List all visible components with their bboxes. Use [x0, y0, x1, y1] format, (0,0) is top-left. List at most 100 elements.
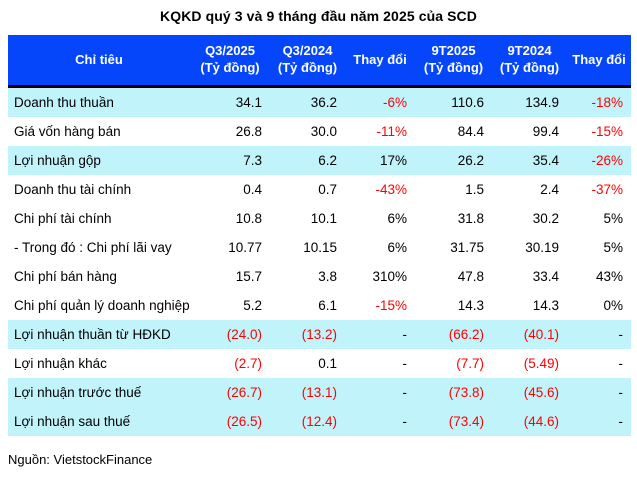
cell-value: 2.4 — [540, 182, 559, 197]
cell-value: - — [402, 414, 408, 429]
cell-value: (26.7) — [226, 385, 262, 400]
cell-value: (12.4) — [301, 414, 337, 429]
table-row: Chi phí tài chính 10.8 10.1 6% 31.8 30.2 5% — [8, 204, 631, 233]
table-row: Lợi nhuận thuần từ HĐKD (24.0) (13.2) - (66.… — [8, 320, 631, 349]
column-header: Thay đổi — [345, 35, 415, 88]
cell-value: (24.0) — [226, 327, 262, 342]
cell-value: 6% — [387, 211, 407, 226]
cell-value: 33.4 — [532, 269, 559, 284]
table-row: - Trong đó : Chi phí lãi vay 10.77 10.15 6%… — [8, 233, 631, 262]
cell-value: 5% — [603, 240, 623, 255]
cell-value: 34.1 — [235, 95, 262, 110]
cell-value: -15% — [591, 124, 623, 139]
cell-value: - — [402, 327, 408, 342]
cell-value: -15% — [375, 298, 407, 313]
cell-value: 5% — [603, 211, 623, 226]
source-note: Nguồn: VietstockFinance — [8, 452, 153, 467]
cell-value: (13.2) — [301, 327, 337, 342]
table-row: Lợi nhuận sau thuế (26.5) (12.4) - (73.4) (44… — [8, 407, 631, 436]
cell-value: (13.1) — [301, 385, 337, 400]
cell-value: 43% — [595, 269, 623, 284]
cell-value: -43% — [375, 182, 407, 197]
row-label: Lợi nhuận thuần từ HĐKD — [14, 327, 171, 342]
row-label: Doanh thu thuần — [14, 95, 114, 110]
cell-value: 14.3 — [457, 298, 484, 313]
cell-value: 0.1 — [318, 356, 337, 371]
row-label: Lợi nhuận sau thuế — [14, 414, 131, 429]
cell-value: 110.6 — [451, 95, 484, 110]
cell-value: - — [402, 385, 408, 400]
row-label: Doanh thu tài chính — [14, 182, 132, 197]
cell-value: (44.6) — [523, 414, 559, 429]
cell-value: (73.8) — [448, 385, 484, 400]
cell-value: -18% — [591, 95, 623, 110]
page-title: KQKD quý 3 và 9 tháng đầu năm 2025 của S… — [160, 8, 477, 24]
table-header: Chỉ tiêu Q3/2025 (Tỷ đồng) Q3/2024 (Tỷ đồn… — [8, 35, 631, 88]
row-label: Giá vốn hàng bán — [14, 124, 121, 139]
cell-value: -11% — [376, 124, 407, 139]
cell-value: 26.2 — [457, 153, 484, 168]
cell-value: 6% — [387, 240, 407, 255]
column-header: Thay đổi — [567, 35, 631, 88]
cell-value: 10.1 — [310, 211, 337, 226]
table-row: Chi phí bán hàng 15.7 3.8 310% 47.8 33.4 43% — [8, 262, 631, 291]
cell-value: 134.9 — [525, 95, 559, 110]
column-header: 9T2025 (Tỷ đồng) — [415, 35, 492, 88]
cell-value: (2.7) — [234, 356, 262, 371]
cell-value: 10.77 — [228, 240, 262, 255]
results-table: Chỉ tiêu Q3/2025 (Tỷ đồng) Q3/2024 (Tỷ đồn… — [8, 35, 631, 436]
cell-value: 30.0 — [310, 124, 337, 139]
row-label: Chi phí bán hàng — [14, 269, 117, 284]
column-header: Q3/2025 (Tỷ đồng) — [190, 35, 270, 88]
cell-value: 7.3 — [243, 153, 262, 168]
table-row: Lợi nhuận trước thuế (26.7) (13.1) - (73.8) (… — [8, 378, 631, 407]
row-label: Lợi nhuận gộp — [14, 153, 101, 168]
cell-value: (73.4) — [448, 414, 484, 429]
cell-value: 31.75 — [450, 240, 484, 255]
cell-value: 14.3 — [532, 298, 559, 313]
header-row: Chỉ tiêu Q3/2025 (Tỷ đồng) Q3/2024 (Tỷ đồn… — [8, 35, 631, 88]
row-label: Chi phí quản lý doanh nghiệp — [14, 298, 190, 313]
cell-value: 6.1 — [318, 298, 337, 313]
cell-value: 35.4 — [532, 153, 559, 168]
cell-value: - — [402, 356, 408, 371]
cell-value: - — [618, 327, 624, 342]
cell-value: 10.15 — [303, 240, 337, 255]
cell-value: 5.2 — [243, 298, 262, 313]
cell-value: -6% — [382, 95, 407, 110]
cell-value: 84.4 — [457, 124, 484, 139]
cell-value: (66.2) — [448, 327, 484, 342]
row-label: Lợi nhuận trước thuế — [14, 385, 142, 400]
cell-value: 15.7 — [235, 269, 262, 284]
cell-value: 10.8 — [235, 211, 262, 226]
column-header: Chỉ tiêu — [8, 35, 190, 88]
cell-value: -26% — [591, 153, 623, 168]
cell-value: (45.6) — [523, 385, 559, 400]
cell-value: 99.4 — [532, 124, 559, 139]
table-row: Lợi nhuận khác (2.7) 0.1 - (7.7) (5.49) - — [8, 349, 631, 378]
cell-value: (5.49) — [523, 356, 559, 371]
cell-value: 6.2 — [318, 153, 337, 168]
cell-value: 36.2 — [310, 95, 337, 110]
cell-value: - — [618, 385, 624, 400]
cell-value: - — [618, 414, 624, 429]
cell-value: 30.19 — [525, 240, 559, 255]
cell-value: 26.8 — [235, 124, 262, 139]
cell-value: 47.8 — [457, 269, 484, 284]
row-label: Chi phí tài chính — [14, 211, 112, 226]
cell-value: 3.8 — [318, 269, 337, 284]
table-row: Doanh thu tài chính 0.4 0.7 -43% 1.5 2.4 -37% — [8, 175, 631, 204]
cell-value: 30.2 — [532, 211, 559, 226]
row-label: Lợi nhuận khác — [14, 356, 107, 371]
table-row: Doanh thu thuần 34.1 36.2 -6% 110.6 134.9 -18% — [8, 86, 631, 117]
cell-value: 17% — [379, 153, 407, 168]
cell-value: 310% — [372, 269, 407, 284]
cell-value: (40.1) — [523, 327, 559, 342]
table-row: Chi phí quản lý doanh nghiệp 5.2 6.1 -15% 14… — [8, 291, 631, 320]
cell-value: 31.8 — [457, 211, 484, 226]
table-row: Giá vốn hàng bán 26.8 30.0 -11% 84.4 99.4 -15% — [8, 117, 631, 146]
cell-value: (26.5) — [226, 414, 262, 429]
cell-value: -37% — [591, 182, 623, 197]
cell-value: 0.7 — [318, 182, 337, 197]
